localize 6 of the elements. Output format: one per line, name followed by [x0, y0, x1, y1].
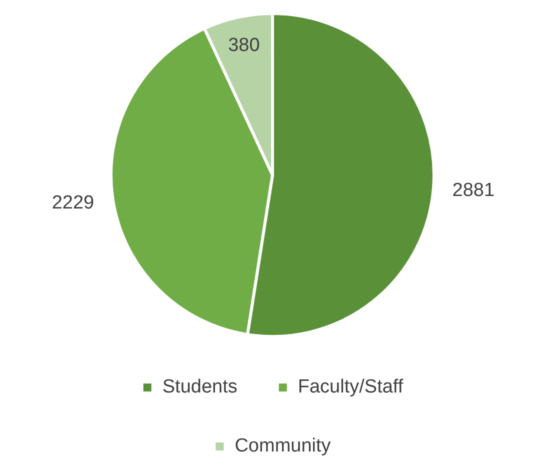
data-label: 2881 — [452, 180, 495, 201]
data-label: 2229 — [52, 192, 94, 214]
legend-label: Students — [162, 376, 238, 398]
legend-label: Faculty/Staff — [298, 376, 404, 398]
data-label: 380 — [228, 34, 260, 56]
legend-label: Community — [234, 436, 332, 457]
